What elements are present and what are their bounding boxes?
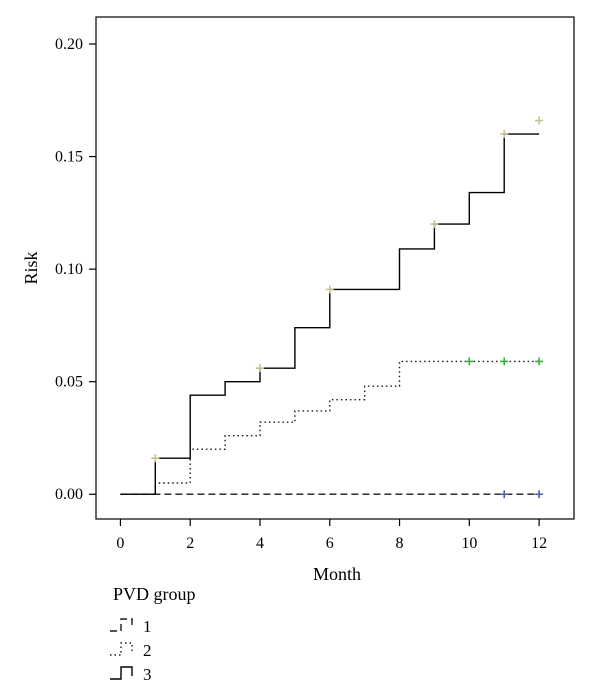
x-axis-label: Month: [313, 564, 361, 584]
y-axis: 0.00 0.05 0.10 0.15 0.20: [55, 36, 96, 503]
x-tick-label: 0: [116, 535, 124, 552]
x-axis: 0 2 4 6 8 10 12: [116, 519, 547, 552]
censor-marker-group-2: [535, 357, 544, 366]
series-layer: [120, 133, 540, 495]
censor-marker-group-2: [500, 357, 509, 366]
censor-marker-group-3: [430, 220, 439, 229]
censor-marker-group-3: [325, 285, 334, 294]
legend-swatch: [110, 642, 133, 656]
x-tick-label: 10: [461, 535, 477, 552]
censor-marker-group-3: [500, 130, 509, 139]
y-tick-label: 0.05: [55, 374, 83, 391]
legend-label: 2: [143, 641, 152, 660]
censor-marker-group-3: [535, 116, 544, 125]
x-tick-label: 8: [396, 535, 404, 552]
plot-frame: [95, 16, 575, 520]
y-tick-label: 0.20: [55, 36, 83, 53]
censor-marker-group-1: [535, 490, 544, 499]
censor-marker-group-3: [151, 454, 160, 463]
y-tick-label: 0.10: [55, 261, 83, 278]
legend-label: 3: [143, 665, 152, 684]
series-line-group-3: [120, 133, 540, 495]
censor-marker-group-2: [465, 357, 474, 366]
censor-markers: [151, 116, 544, 499]
y-tick-label: 0.15: [55, 149, 83, 166]
series-line-group-2: [120, 360, 540, 495]
legend-swatch: [110, 666, 133, 680]
x-tick-label: 6: [326, 535, 334, 552]
legend-label: 1: [143, 617, 152, 636]
legend-swatch: [110, 618, 133, 632]
legend-item-group-2: 2: [110, 641, 152, 660]
y-axis-label: Risk: [21, 251, 41, 284]
censor-marker-group-3: [255, 364, 264, 373]
legend: PVD group 1 2 3: [110, 584, 196, 684]
x-tick-label: 4: [256, 535, 264, 552]
legend-item-group-1: 1: [110, 617, 152, 636]
legend-items: 1 2 3: [110, 617, 152, 684]
x-tick-label: 12: [531, 535, 547, 552]
x-tick-label: 2: [186, 535, 194, 552]
y-tick-label: 0.00: [55, 486, 83, 503]
censor-marker-group-1: [500, 490, 509, 499]
legend-title: PVD group: [113, 584, 196, 604]
legend-item-group-3: 3: [110, 665, 152, 684]
